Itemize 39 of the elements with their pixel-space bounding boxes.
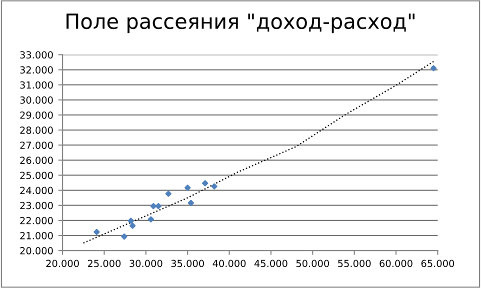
x-tick-label: 25.000 [88, 260, 121, 268]
x-tick-label: 55.000 [338, 260, 371, 268]
y-tick-label: 24.000 [20, 186, 53, 194]
point [121, 233, 128, 240]
y-tick-label: 29.000 [20, 111, 53, 119]
point [430, 65, 437, 72]
x-tick-label: 30.000 [130, 260, 162, 268]
point [148, 216, 154, 222]
y-tick-label: 26.000 [20, 156, 53, 164]
line-series [82, 60, 434, 244]
point [202, 180, 208, 186]
x-tick-label: 45.000 [254, 260, 288, 268]
point [150, 203, 157, 210]
point [184, 184, 191, 191]
point [165, 190, 172, 197]
point [128, 218, 134, 224]
x-tick-label: 50.000 [296, 260, 330, 268]
y-tick-label: 32.000 [20, 66, 53, 74]
y-tick-label: 28.000 [20, 126, 53, 134]
x-tick-label: 65.000 [421, 260, 454, 268]
y-tick-label: 21.000 [20, 232, 53, 240]
x-tick-label: 60.000 [380, 260, 412, 268]
y-tick-label: 25.000 [20, 172, 53, 180]
y-tick-label: 20.000 [20, 247, 53, 254]
x-tick-label: 40.000 [212, 260, 246, 268]
chart-title: Поле рассеяния "доход-расход" [66, 14, 414, 34]
point [129, 222, 136, 229]
y-tick-label: 22.000 [20, 216, 53, 224]
point [188, 200, 194, 206]
x-tick-label: 35.000 [171, 260, 204, 268]
y-tick-label: 30.000 [20, 96, 53, 104]
x-tick-label: 20.000 [46, 260, 79, 268]
y-tick-label: 23.000 [20, 202, 53, 210]
point [155, 203, 162, 210]
y-tick-label: 31.000 [20, 81, 53, 89]
point [94, 228, 100, 236]
y-tick-label: 33.000 [20, 51, 53, 59]
point [211, 183, 218, 190]
y-tick-label: 27.000 [20, 142, 53, 149]
